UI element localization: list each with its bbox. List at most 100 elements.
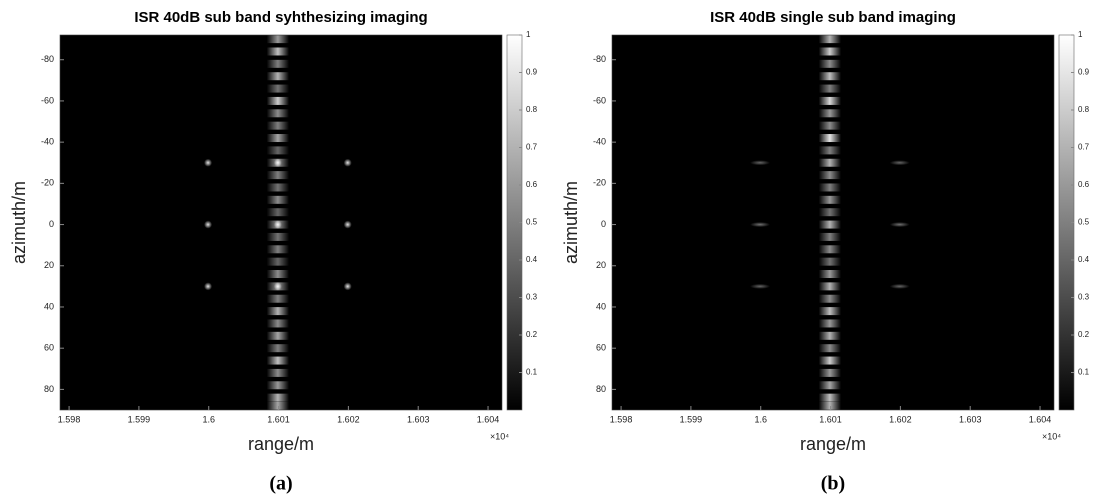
stripe-cell	[818, 158, 842, 167]
stripe-cell	[266, 195, 290, 204]
y-tick-label: -60	[593, 95, 606, 105]
y-tick-label: -80	[593, 54, 606, 64]
x-tick-label: 1.602	[889, 414, 912, 424]
x-tick-label: 1.599	[680, 414, 703, 424]
target	[204, 282, 213, 291]
colorbar-tick-label: 0.7	[1078, 143, 1090, 152]
colorbar-tick-label: 0.8	[526, 105, 538, 114]
panel: ISR 40dB sub band syhthesizing imaging 1.…	[9, 9, 538, 495]
y-tick-label: -20	[41, 178, 54, 188]
stripe-cell	[818, 146, 842, 155]
stripe-cell	[818, 282, 842, 291]
stripe-cell	[818, 232, 842, 241]
target	[204, 158, 213, 167]
target	[273, 282, 282, 291]
y-tick-label: -40	[41, 137, 54, 147]
stripe-cell	[818, 368, 842, 377]
stripe-cell	[266, 183, 290, 192]
stripe-cell	[818, 356, 842, 365]
colorbar-tick-label: 0.2	[1078, 330, 1090, 339]
colorbar-tick-label: 0.4	[526, 255, 538, 264]
stripe-cell	[266, 294, 290, 303]
caption: (b)	[821, 473, 845, 495]
stripe-cell	[266, 232, 290, 241]
target	[889, 160, 910, 166]
x-multiplier: ×10⁴	[1042, 431, 1061, 441]
y-tick-label: 80	[44, 384, 54, 394]
stripe-cell	[266, 47, 290, 56]
target	[343, 158, 352, 167]
stripe-cell	[266, 307, 290, 316]
image	[204, 35, 352, 410]
stripe-cell	[818, 72, 842, 81]
stripe-cell	[266, 96, 290, 105]
x-tick-label: 1.599	[128, 414, 151, 424]
y-tick-label: 0	[49, 219, 54, 229]
stripe-cell	[266, 331, 290, 340]
x-tick-label: 1.601	[267, 414, 290, 424]
colorbar-tick-label: 0.6	[1078, 180, 1090, 189]
target	[343, 220, 352, 229]
stripe-cell	[818, 96, 842, 105]
panel: ISR 40dB single sub band imaging 1.598 1.5…	[561, 9, 1090, 495]
colorbar-tick-label: 0.8	[1078, 105, 1090, 114]
stripe-cell	[266, 121, 290, 130]
target	[750, 283, 771, 289]
stripe-cell	[266, 368, 290, 377]
stripe-cell	[266, 84, 290, 93]
colorbar-tick-label: 0.3	[526, 293, 538, 302]
stripe-cell	[818, 381, 842, 390]
stripe-cell	[266, 270, 290, 279]
stripe-cell	[266, 393, 290, 402]
colorbar-tick-label: 0.2	[526, 330, 538, 339]
x-tick-label: 1.603	[407, 414, 430, 424]
target	[750, 222, 771, 228]
colorbar-tick-label: 0.5	[1078, 218, 1090, 227]
stripe-cell	[266, 344, 290, 353]
stripe-cell	[818, 393, 842, 402]
stripe-cell	[266, 381, 290, 390]
stripe-cell	[818, 47, 842, 56]
stripe-cell	[266, 245, 290, 254]
stripe-cell	[818, 294, 842, 303]
colorbar-tick-label: 1	[1078, 30, 1083, 39]
stripe-cell	[818, 59, 842, 68]
stripe-cell	[818, 35, 842, 44]
stripe-cell	[266, 59, 290, 68]
image	[750, 35, 910, 410]
plot-frame	[611, 34, 1055, 411]
stripe-cell	[266, 109, 290, 118]
stripe-cell	[818, 171, 842, 180]
panel-title: ISR 40dB sub band syhthesizing imaging	[134, 9, 427, 26]
target	[889, 222, 910, 228]
caption: (a)	[269, 473, 292, 495]
colorbar-tick-label: 0.9	[526, 68, 538, 77]
stripe-cell	[818, 183, 842, 192]
y-tick-label: 60	[596, 343, 606, 353]
x-tick-label: 1.6	[754, 414, 767, 424]
y-tick-label: 60	[44, 343, 54, 353]
x-tick-label: 1.598	[610, 414, 633, 424]
stripe-cell	[818, 134, 842, 143]
colorbar-tick-label: 0.3	[1078, 293, 1090, 302]
colorbar-tick-label: 1	[526, 30, 531, 39]
x-multiplier: ×10⁴	[490, 431, 509, 441]
y-label: azimuth/m	[561, 181, 581, 264]
y-tick-label: 80	[596, 384, 606, 394]
y-tick-label: 20	[44, 260, 54, 270]
target	[889, 283, 910, 289]
stripe-cell	[266, 257, 290, 266]
target	[343, 282, 352, 291]
y-tick-label: 0	[601, 219, 606, 229]
y-tick-label: -40	[593, 137, 606, 147]
stripe-cell	[818, 121, 842, 130]
target	[750, 160, 771, 166]
x-tick-label: 1.603	[959, 414, 982, 424]
stripe-cell	[266, 35, 290, 44]
x-tick-label: 1.604	[1029, 414, 1052, 424]
colorbar-tick-label: 0.1	[526, 368, 538, 377]
stripe-cell	[818, 270, 842, 279]
x-tick-label: 1.598	[58, 414, 81, 424]
y-tick-label: 40	[44, 301, 54, 311]
